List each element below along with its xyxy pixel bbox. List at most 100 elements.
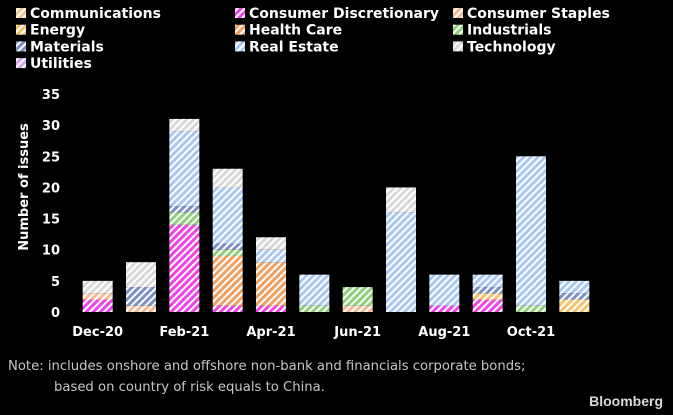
legend-item-health-care: Health Care [235,23,342,39]
bar-segment-energy [472,293,503,300]
y-tick-label: 20 [42,181,60,196]
x-tick-label: Jun-21 [333,325,381,340]
bar-segment-consumer-staples [126,305,156,312]
bar-segment-real-estate [299,274,330,306]
legend-label: Utilities [30,56,92,72]
legend-swatch [453,24,463,35]
y-axis: 0 5 10 15 20 25 30 35 [42,88,60,321]
bar-nov-21 [559,280,590,312]
legend-label: Materials [30,39,104,55]
bar-segment-consumer-staples [82,293,113,300]
bar-segment-consumer-discretionary [212,305,243,312]
legend-item-technology: Technology [453,39,556,55]
bar-segment-consumer-discretionary [256,305,286,312]
x-tick-label: Feb-21 [159,325,209,340]
bar-oct-21 [516,156,546,312]
legend-label: Consumer Staples [467,6,610,22]
bar-segment-industrials [516,305,546,312]
legend-item-consumer-discretionary: Consumer Discretionary [235,6,439,22]
bar-segment-real-estate [429,274,460,306]
legend-item-communications: Communications [16,6,161,22]
bar-segment-industrials [169,212,200,225]
bar-sep-21 [472,274,503,312]
footnote-line-1: Note: includes onshore and offshore non-… [8,359,526,374]
bar-jan-21 [126,262,156,312]
legend-swatch [235,24,245,35]
legend-label: Real Estate [249,39,339,55]
legend-item-consumer-staples: Consumer Staples [453,6,610,22]
bar-segment-technology [82,280,113,294]
bar-jul-21 [386,187,416,312]
bar-segment-consumer-staples [342,305,373,312]
legend-label: Health Care [249,23,342,39]
bar-segment-technology [386,187,416,213]
bar-mar-21 [212,168,243,312]
y-tick-label: 10 [42,244,60,259]
bar-segment-consumer-discretionary [169,224,200,312]
x-axis: Dec-20 Feb-21 Apr-21 Jun-21 Aug-21 Oct-21 [72,325,555,340]
bar-segment-consumer-discretionary [82,299,113,312]
legend-swatch [16,8,26,18]
bar-apr-21 [256,237,286,312]
bar-segment-health-care [212,255,243,306]
bar-segment-real-estate [169,131,200,207]
y-tick-label: 25 [42,150,60,165]
legend-swatch [235,41,245,52]
bar-segment-industrials [212,249,243,256]
legend-label: Technology [467,39,556,55]
bar-segment-real-estate [472,274,503,288]
footnote: Note: includes onshore and offshore non-… [8,356,648,398]
legend-item-industrials: Industrials [453,23,551,39]
y-axis-label: Number of issues [17,123,32,251]
x-tick-label: Apr-21 [246,325,295,340]
y-tick-label: 35 [42,88,60,103]
legend-item-utilities: Utilities [16,56,92,72]
legend-swatch [16,58,26,69]
legend-label: Energy [30,23,85,39]
legend-label: Consumer Discretionary [249,6,439,22]
legend-label: Industrials [467,23,551,39]
x-tick-label: Dec-20 [72,325,123,340]
y-tick-label: 0 [51,306,60,321]
bar-segment-real-estate [559,280,590,294]
bar-aug-21 [429,274,460,312]
bar-segment-real-estate [386,212,416,312]
bar-feb-21 [169,118,200,312]
legend-label: Communications [30,6,161,22]
bars [82,118,590,312]
bloomberg-logo-text: Bloomberg [589,393,663,409]
bar-segment-real-estate [212,187,243,244]
chart: Communications Consumer Discretionary Cons… [16,6,610,340]
bar-segment-energy [559,299,590,312]
footnote-line-2: based on country of risk equals to China… [54,380,325,395]
x-tick-label: Oct-21 [507,325,555,340]
bar-segment-technology [126,262,156,288]
legend-item-energy: Energy [16,23,85,39]
bar-segment-health-care [256,262,286,306]
bar-segment-real-estate [256,249,286,263]
legend-swatch [16,41,26,52]
x-tick-label: Aug-21 [418,325,470,340]
bar-segment-technology [169,118,200,132]
bar-segment-technology [212,168,243,188]
bar-segment-consumer-discretionary [429,305,460,312]
y-tick-label: 5 [51,275,60,290]
bar-jun-21 [342,287,373,312]
bar-segment-technology [256,237,286,250]
legend-item-real-estate: Real Estate [235,39,339,55]
y-tick-label: 15 [42,213,60,228]
legend-swatch [235,8,245,18]
bar-segment-consumer-discretionary [472,299,503,312]
bar-segment-industrials [342,287,373,306]
legend: Communications Consumer Discretionary Cons… [16,6,610,72]
bar-segment-materials [169,206,200,213]
bar-may-21 [299,274,330,312]
legend-swatch [453,41,463,52]
legend-item-materials: Materials [16,39,104,55]
bar-dec-20 [82,280,113,312]
bar-segment-real-estate [516,156,546,306]
bar-segment-materials [472,287,503,294]
legend-swatch [16,24,26,35]
y-tick-label: 30 [42,119,60,134]
bar-segment-industrials [299,305,330,312]
